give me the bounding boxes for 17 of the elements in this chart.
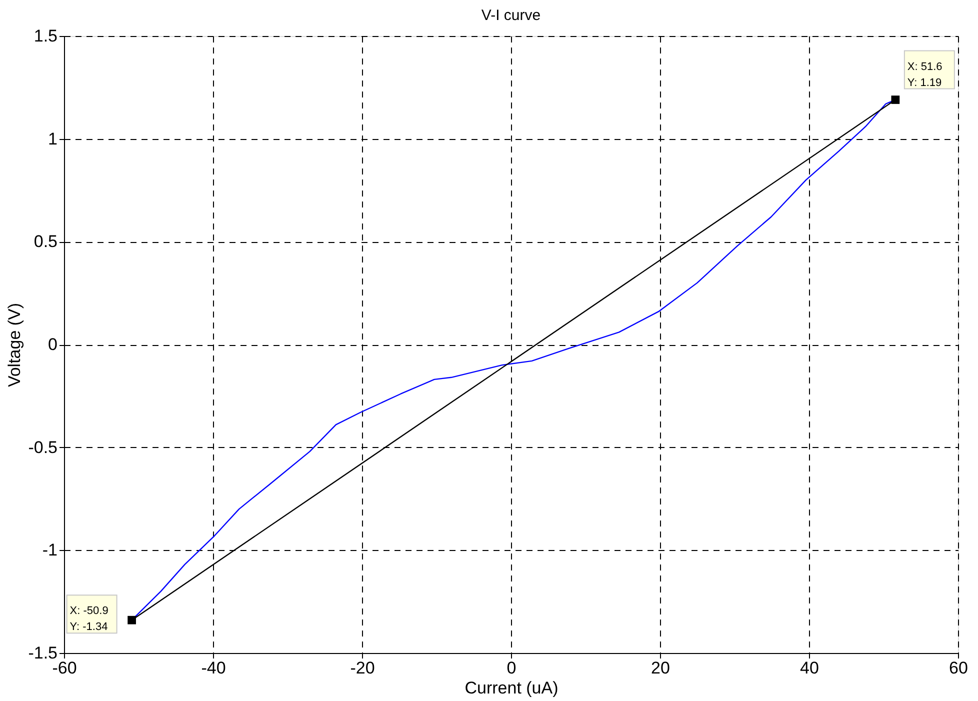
- y-tick-label: -0.5: [28, 438, 58, 457]
- y-tick-label: -1: [42, 540, 58, 560]
- x-tick-label: -40: [201, 658, 226, 678]
- x-axis-title: Current (uA): [464, 678, 558, 698]
- x-tick-label: 40: [800, 658, 819, 678]
- x-tick-label: -20: [350, 658, 375, 678]
- y-tick-label: 1.5: [34, 26, 58, 46]
- annotation: X: -50.9 Y: -1.34: [70, 605, 108, 634]
- x-tick-label: 20: [651, 658, 670, 678]
- y-tick-label: 1: [48, 129, 58, 148]
- chart-title: V-I curve: [481, 7, 541, 24]
- x-tick-label: 0: [506, 658, 516, 678]
- y-tick-label: 0: [48, 335, 58, 354]
- x-tick-label: 60: [949, 658, 968, 678]
- annotation: X: 51.6 Y: 1.19: [907, 60, 942, 89]
- y-axis-title: Voltage (V): [5, 302, 24, 388]
- y-tick-label: 0.5: [34, 232, 58, 252]
